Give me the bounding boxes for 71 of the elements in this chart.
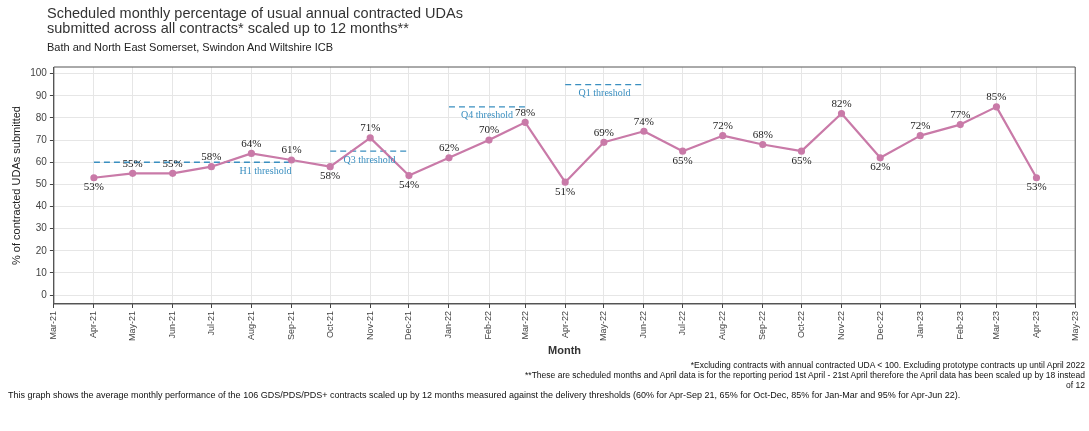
data-label: 53%	[83, 180, 104, 193]
chart-title: Scheduled monthly percentage of usual annual contracted UDAs submitted across all contracts* scaled up to 12 months**	[47, 5, 463, 36]
x-tick-label: Mar-23	[990, 310, 1001, 340]
data-label: 62%	[870, 160, 891, 173]
x-tick-label: Nov-21	[364, 310, 375, 341]
series-label: H1 threshold	[239, 164, 292, 176]
y-tick-label: 50	[35, 178, 48, 190]
x-tick-label: Mar-21	[48, 310, 59, 340]
x-tick-label: Oct-21	[324, 310, 335, 339]
data-label: 58%	[320, 169, 341, 182]
data-label: 82%	[831, 96, 852, 109]
y-tick-label: 30	[35, 222, 48, 234]
data-label: 54%	[398, 177, 420, 190]
data-label: 53%	[1026, 180, 1047, 193]
y-tick-label: 10	[35, 266, 48, 278]
x-tick-label: Dec-22	[874, 310, 885, 341]
data-label: 72%	[712, 119, 733, 132]
text: This graph shows the average monthly performance of the 106 GDS/PDS/PDS+ contracts scaled up by 12 months measured against the delivery thresholds (60% for Apr-Sep 21, 65% for Oct-Dec, 85% for Jan-Mar and 95% for Apr-Jun 22).	[8, 390, 962, 401]
data-label: 74%	[633, 114, 655, 127]
x-tick-label: Sep-22	[757, 310, 768, 341]
data-label: 77%	[950, 107, 971, 120]
y-tick-label: 80	[35, 111, 48, 123]
x-tick-label: Apr-23	[1030, 310, 1041, 339]
x-tick-label: Jul-22	[677, 310, 688, 336]
data-label: 85%	[986, 90, 1007, 103]
x-tick-label: Aug-21	[245, 310, 256, 341]
data-label: 71%	[360, 121, 381, 134]
x-tick-label: Apr-22	[559, 310, 570, 339]
data-label: 61%	[281, 143, 302, 156]
data-label: 69%	[593, 125, 615, 138]
x-tick-label: Jun-21	[167, 310, 178, 339]
series-label: Q4 threshold	[461, 109, 514, 121]
data-label: 72%	[910, 119, 931, 132]
y-tick-label: 40	[35, 200, 48, 212]
y-tick-label: 90	[35, 89, 48, 101]
y-tick-label: 70	[35, 133, 48, 145]
x-tick-label: Aug-22	[717, 310, 728, 341]
x-tick-label: Jun-22	[638, 310, 649, 339]
text: **These are scheduled months and April data is for the reporting period 1st April - 21st April therefore the April data has been scaled up by 18 instead of 12	[525, 370, 1085, 390]
x-tick-label: Dec-21	[403, 310, 414, 341]
data-label: 58%	[201, 150, 222, 163]
x-axis-title: Month	[548, 343, 582, 356]
series-label: Q1 threshold	[578, 87, 631, 99]
x-tick-label: May-22	[598, 310, 609, 342]
text: *Excluding contracts with annual contracted UDA < 100. Excluding prototype contracts up until April 2022	[689, 360, 1085, 370]
x-tick-label: Apr-21	[88, 310, 99, 339]
x-tick-label: Jan-22	[443, 310, 454, 339]
y-axis-title: % of contracted UDAs submitted	[9, 106, 22, 265]
data-label: 68%	[752, 127, 773, 140]
chart-subtitle: Bath and North East Somerset, Swindon And Wiltshire ICB	[47, 41, 334, 53]
x-tick-label: May-21	[127, 310, 138, 342]
y-tick-label: 20	[35, 244, 48, 256]
x-tick-label: Feb-22	[483, 310, 494, 340]
y-tick-label: 60	[35, 155, 48, 167]
x-tick-label: Sep-21	[285, 310, 296, 341]
data-label: 64%	[241, 136, 262, 149]
data-label: 65%	[672, 153, 693, 166]
data-label: 78%	[515, 105, 536, 118]
data-label: 65%	[791, 153, 812, 166]
x-tick-label: May-23	[1069, 310, 1080, 342]
x-tick-label: Oct-22	[795, 310, 806, 339]
y-tick-label: 0	[41, 288, 48, 300]
x-tick-label: Feb-23	[954, 310, 965, 340]
x-tick-label: Jan-23	[914, 310, 925, 339]
data-label: 51%	[555, 184, 576, 197]
x-tick-label: Mar-22	[519, 310, 530, 340]
y-tick-label: 100	[30, 67, 48, 79]
data-label: 62%	[438, 141, 460, 154]
x-tick-label: Jul-21	[205, 310, 216, 336]
data-label: 70%	[478, 123, 500, 136]
x-tick-label: Nov-22	[835, 310, 846, 341]
